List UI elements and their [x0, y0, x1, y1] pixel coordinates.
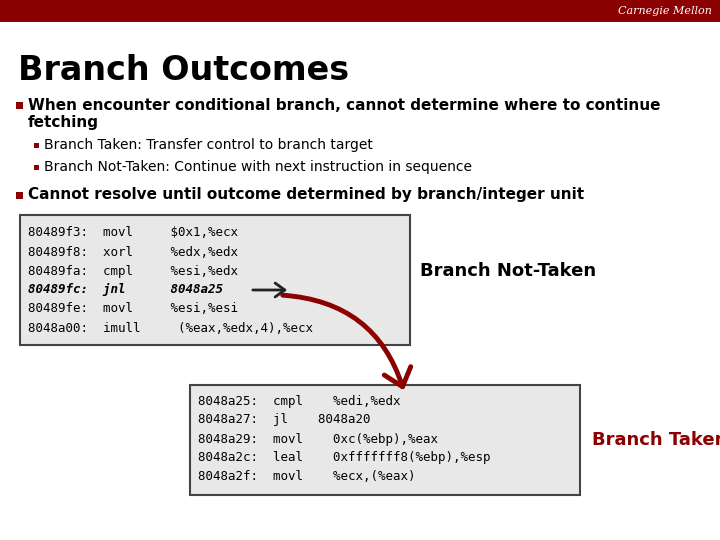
- Text: 8048a2f:  movl    %ecx,(%eax): 8048a2f: movl %ecx,(%eax): [198, 470, 415, 483]
- Text: 8048a29:  movl    0xc(%ebp),%eax: 8048a29: movl 0xc(%ebp),%eax: [198, 433, 438, 446]
- Text: 8048a2c:  leal    0xfffffff8(%ebp),%esp: 8048a2c: leal 0xfffffff8(%ebp),%esp: [198, 451, 490, 464]
- Text: Carnegie Mellon: Carnegie Mellon: [618, 6, 712, 16]
- Text: Cannot resolve until outcome determined by branch/integer unit: Cannot resolve until outcome determined …: [28, 187, 584, 202]
- Bar: [16, 192, 23, 199]
- Text: 8048a00:  imull     (%eax,%edx,4),%ecx: 8048a00: imull (%eax,%edx,4),%ecx: [28, 321, 313, 334]
- Bar: [34, 143, 39, 147]
- Bar: [20, 215, 410, 345]
- Text: 80489fc:  jnl      8048a25: 80489fc: jnl 8048a25: [28, 284, 223, 296]
- Text: 80489fa:  cmpl     %esi,%edx: 80489fa: cmpl %esi,%edx: [28, 265, 238, 278]
- Text: Branch Not-Taken: Continue with next instruction in sequence: Branch Not-Taken: Continue with next ins…: [44, 160, 472, 174]
- Text: Branch Taken: Branch Taken: [592, 431, 720, 449]
- Text: Branch Outcomes: Branch Outcomes: [18, 53, 349, 86]
- Text: fetching: fetching: [28, 116, 99, 131]
- Text: 8048a27:  jl    8048a20: 8048a27: jl 8048a20: [198, 414, 371, 427]
- Text: 80489f3:  movl     $0x1,%ecx: 80489f3: movl $0x1,%ecx: [28, 226, 238, 240]
- Bar: [16, 102, 23, 109]
- Text: 80489fe:  movl     %esi,%esi: 80489fe: movl %esi,%esi: [28, 302, 238, 315]
- Text: Branch Not-Taken: Branch Not-Taken: [420, 262, 596, 280]
- FancyArrowPatch shape: [283, 295, 410, 387]
- Text: When encounter conditional branch, cannot determine where to continue: When encounter conditional branch, canno…: [28, 98, 660, 112]
- FancyArrowPatch shape: [253, 283, 285, 297]
- Bar: [190, 385, 580, 495]
- Bar: [34, 165, 39, 170]
- Text: 80489f8:  xorl     %edx,%edx: 80489f8: xorl %edx,%edx: [28, 246, 238, 259]
- Text: Branch Taken: Transfer control to branch target: Branch Taken: Transfer control to branch…: [44, 138, 373, 152]
- Bar: [0, 0, 720, 22]
- Text: 8048a25:  cmpl    %edi,%edx: 8048a25: cmpl %edi,%edx: [198, 395, 400, 408]
